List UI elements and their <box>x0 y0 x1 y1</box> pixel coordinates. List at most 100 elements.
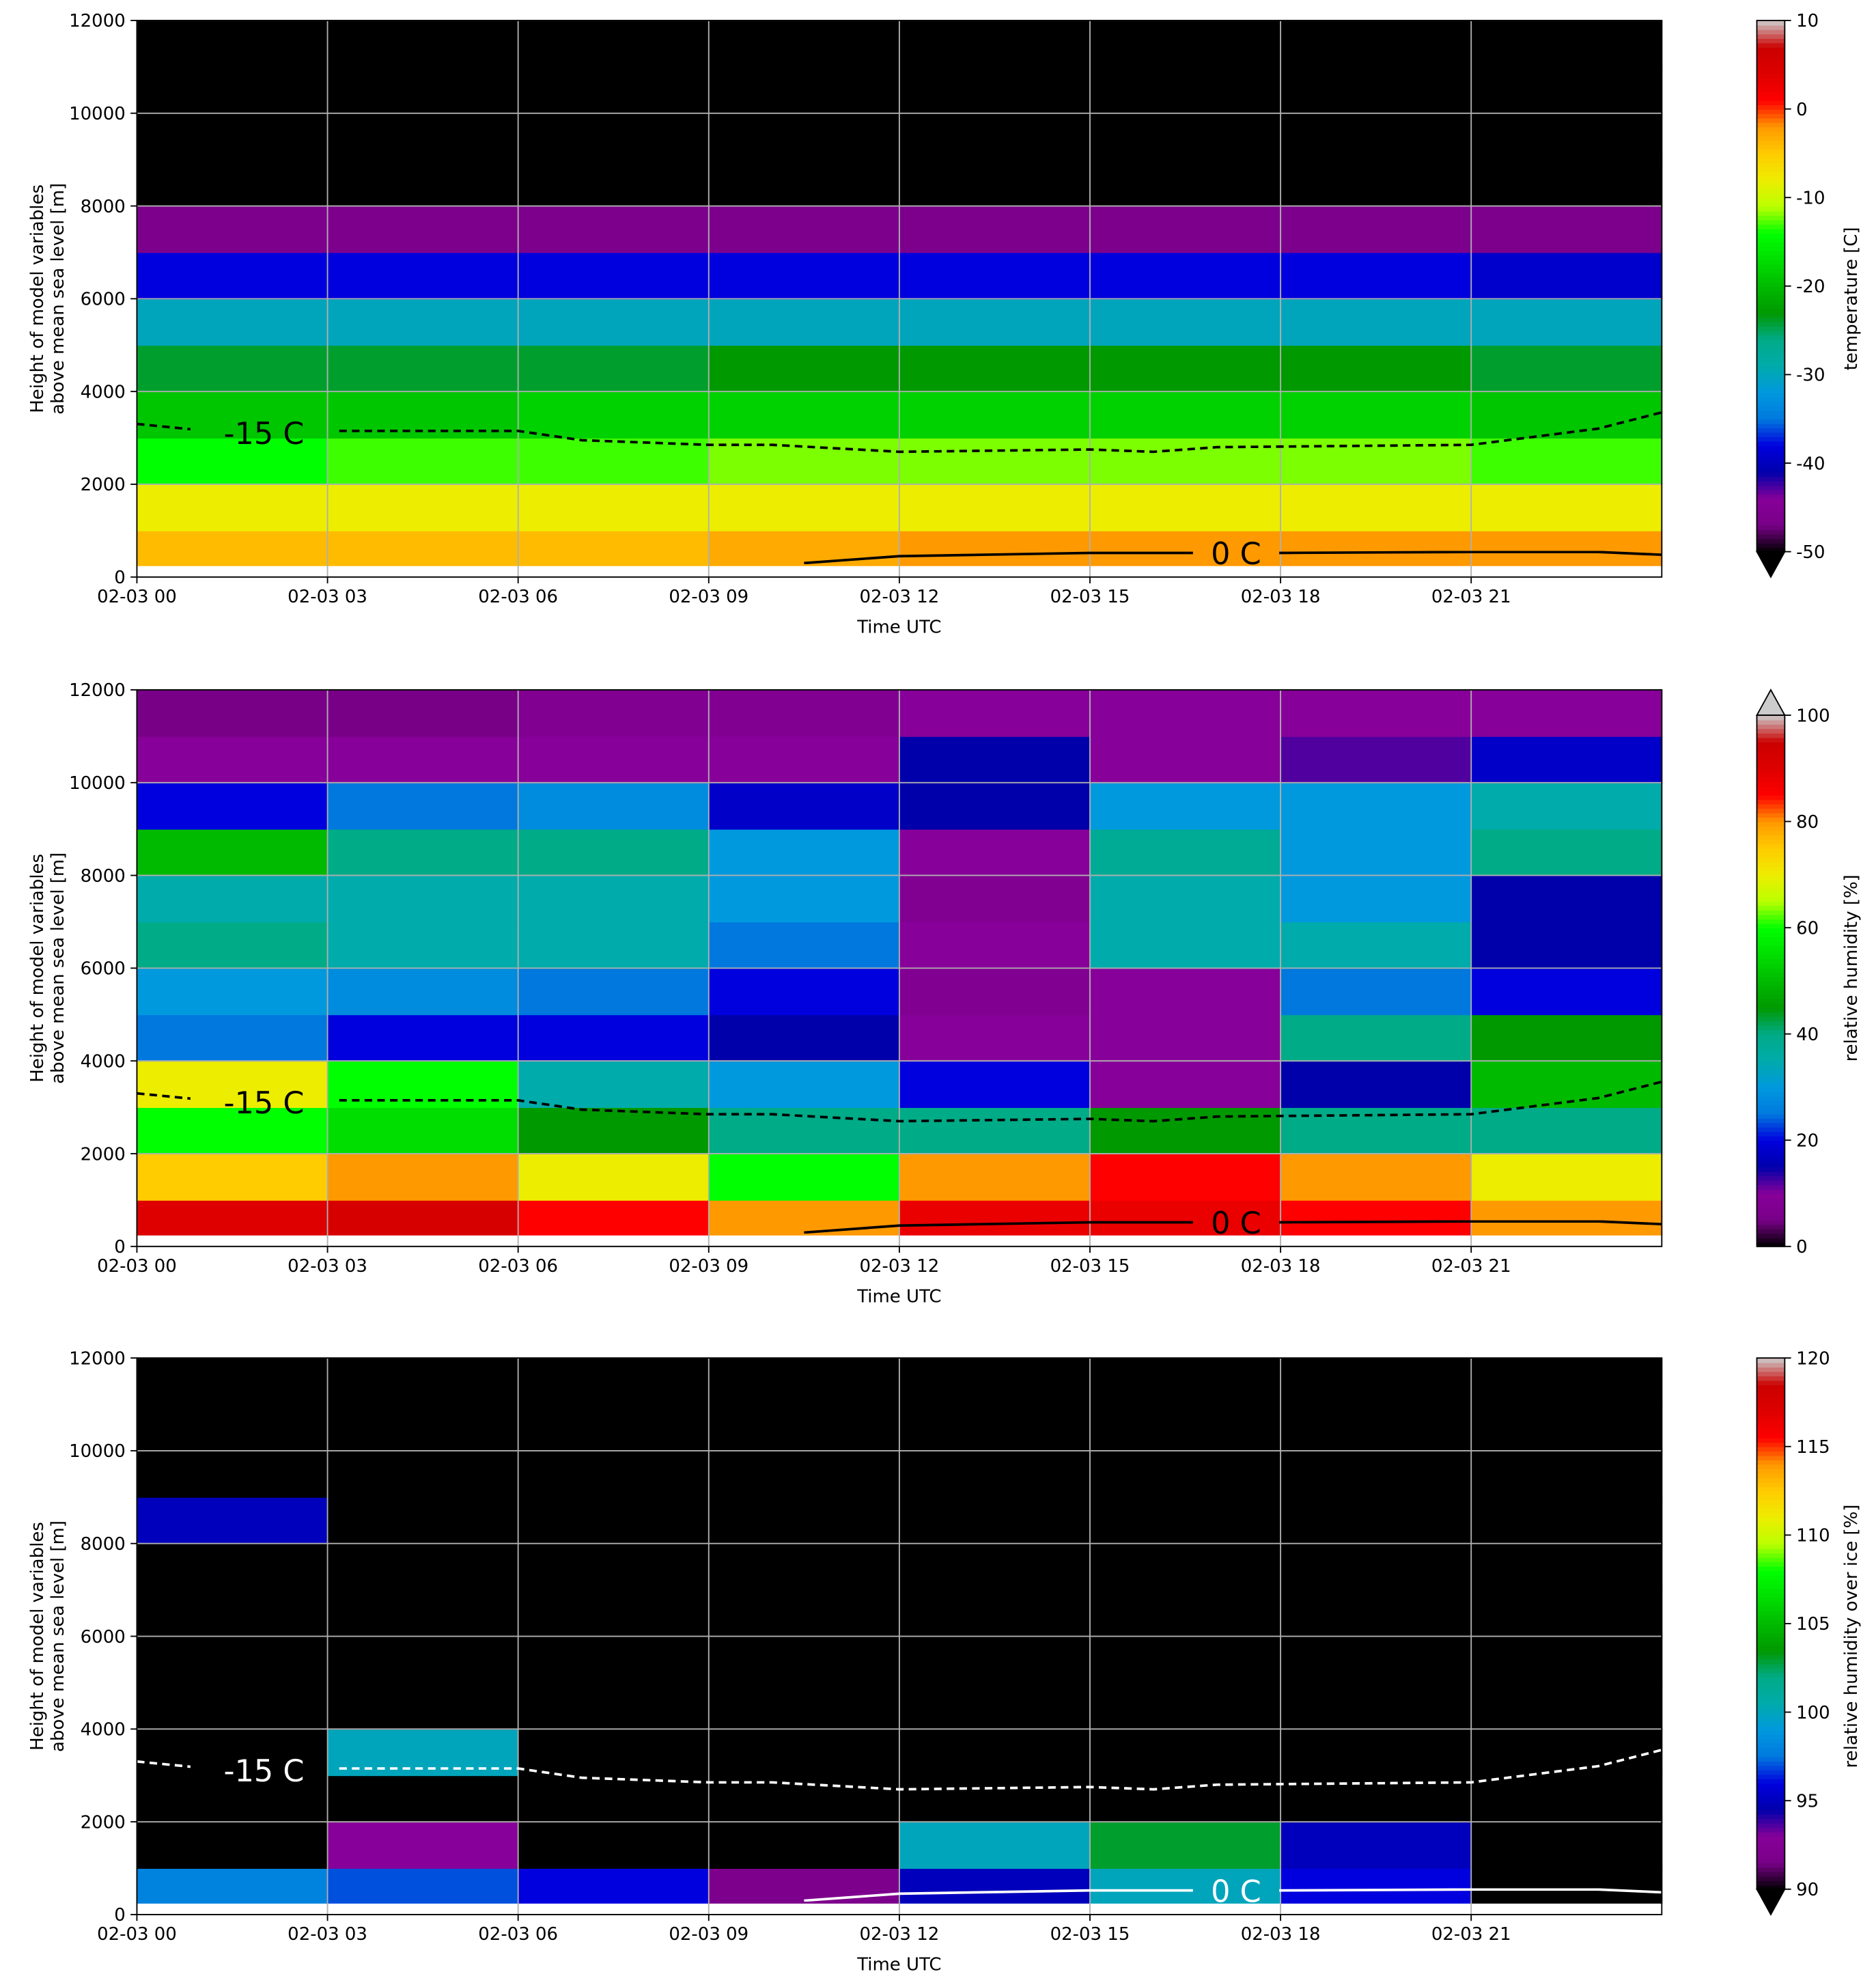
colorbar-segment <box>1756 1171 1785 1177</box>
heatmap-cell <box>708 530 900 566</box>
colorbar-segment <box>1756 286 1785 292</box>
y-axis-label-line: above mean sea level [m] <box>48 852 68 1084</box>
heatmap-cell <box>1280 1497 1472 1544</box>
colorbar-segment <box>1756 1482 1785 1487</box>
heatmap-cell <box>1471 1775 1663 1823</box>
colorbar-segment <box>1756 348 1785 353</box>
colorbar-segment <box>1756 193 1785 199</box>
colorbar-segment <box>1756 259 1785 265</box>
heatmap-cell <box>1471 968 1663 1016</box>
colorbar-tick-label: -30 <box>1796 365 1825 386</box>
colorbar-segment <box>1756 1180 1785 1185</box>
colorbar-segment <box>1756 1557 1785 1563</box>
colorbar-segment <box>1756 1038 1785 1044</box>
heatmap-cell <box>899 1358 1091 1405</box>
colorbar-segment <box>1756 130 1785 137</box>
heatmap-cell <box>1089 1358 1282 1405</box>
heatmap-cell <box>327 1107 519 1154</box>
heatmap-cell <box>1089 1682 1282 1730</box>
heatmap-cell <box>1471 1497 1663 1544</box>
heatmap-cell <box>1089 391 1282 439</box>
colorbar-segment <box>1756 42 1785 48</box>
colorbar-segment <box>1756 1428 1785 1434</box>
colorbar-segment <box>1756 1601 1785 1607</box>
heatmap-cell <box>1471 1682 1663 1730</box>
colorbar-segment <box>1756 1738 1785 1744</box>
heatmap-cell <box>1089 298 1282 346</box>
colorbar-segment <box>1756 799 1785 805</box>
heatmap-cell <box>708 1636 900 1684</box>
colorbar-segment <box>1756 1490 1785 1496</box>
colorbar-segment <box>1756 20 1785 26</box>
heatmap-cell <box>137 1358 328 1405</box>
heatmap-cell <box>137 1636 328 1684</box>
heatmap-cell <box>1089 782 1282 830</box>
colorbar-segment <box>1756 830 1785 836</box>
x-tick-label: 02-03 09 <box>669 587 748 607</box>
heatmap-cell <box>1280 875 1472 923</box>
heatmap-cell <box>137 1014 328 1062</box>
heatmap-cell <box>899 875 1091 923</box>
heatmap-cell <box>899 782 1091 830</box>
colorbar-segment <box>1756 100 1785 106</box>
colorbar-segment <box>1756 525 1785 531</box>
colorbar-segment <box>1756 472 1785 477</box>
colorbar-segment <box>1756 1760 1785 1766</box>
contour-label: 0 C <box>1211 1874 1261 1909</box>
colorbar-segment <box>1756 1508 1785 1514</box>
heatmap-cell <box>327 1450 519 1498</box>
colorbar-segment <box>1756 1131 1785 1137</box>
colorbar-segment <box>1756 1694 1785 1700</box>
heatmap-cell <box>518 829 710 876</box>
heatmap-cell <box>1280 20 1472 68</box>
heatmap-cell <box>327 1153 519 1201</box>
x-tick-label: 02-03 15 <box>1050 587 1130 607</box>
colorbar-segment <box>1756 1530 1785 1536</box>
heatmap-cell <box>327 1589 519 1637</box>
colorbar-segment <box>1756 237 1785 242</box>
colorbar-segment <box>1756 60 1785 66</box>
colorbar-tick-label: 90 <box>1796 1880 1819 1900</box>
colorbar-segment <box>1756 1122 1785 1128</box>
x-tick-label: 02-03 18 <box>1241 1256 1321 1277</box>
heatmap-cell <box>327 206 519 253</box>
heatmap-cell <box>137 66 328 114</box>
y-tick-label: 6000 <box>81 1627 126 1648</box>
colorbar-segment <box>1756 1158 1785 1163</box>
heatmap-cell <box>1280 1358 1472 1405</box>
heatmap-cell <box>899 484 1091 531</box>
colorbar-segment <box>1756 1486 1785 1492</box>
colorbar-segment <box>1756 454 1785 460</box>
heatmap-cell <box>137 20 328 68</box>
x-tick-label: 02-03 21 <box>1431 1924 1511 1945</box>
colorbar-segment <box>1756 985 1785 990</box>
x-tick-label: 02-03 09 <box>669 1256 748 1277</box>
y-axis-label-line: above mean sea level [m] <box>48 1520 68 1752</box>
colorbar-segment <box>1756 1078 1785 1083</box>
x-tick-label: 02-03 03 <box>288 1924 367 1945</box>
colorbar-tick-label: 105 <box>1796 1614 1830 1635</box>
heatmap-cell <box>137 829 328 876</box>
plot-frame <box>136 689 1663 1247</box>
heatmap-cell <box>899 1153 1091 1201</box>
colorbar-tick-label: 100 <box>1796 1703 1830 1723</box>
y-tick-label: 8000 <box>81 197 126 217</box>
heatmap-cell <box>708 1822 900 1869</box>
heatmap-cell <box>518 1107 710 1154</box>
heatmap-cell <box>518 66 710 114</box>
heatmap-cell <box>327 345 519 393</box>
heatmap-cell <box>137 206 328 253</box>
colorbar-tick-label: 0 <box>1796 100 1808 120</box>
colorbar-segment <box>1756 533 1785 540</box>
colorbar-segment <box>1756 1721 1785 1726</box>
colorbar-segment <box>1756 892 1785 898</box>
colorbar-segment <box>1756 1056 1785 1061</box>
colorbar-segment <box>1756 1464 1785 1470</box>
heatmap-cell <box>1280 530 1472 566</box>
heatmap-cell <box>518 968 710 1016</box>
colorbar-segment <box>1756 786 1785 792</box>
colorbar-segment <box>1756 1809 1785 1815</box>
heatmap-cell <box>708 20 900 68</box>
colorbar-tick-label: -50 <box>1796 542 1825 563</box>
colorbar-segment <box>1756 1769 1785 1775</box>
